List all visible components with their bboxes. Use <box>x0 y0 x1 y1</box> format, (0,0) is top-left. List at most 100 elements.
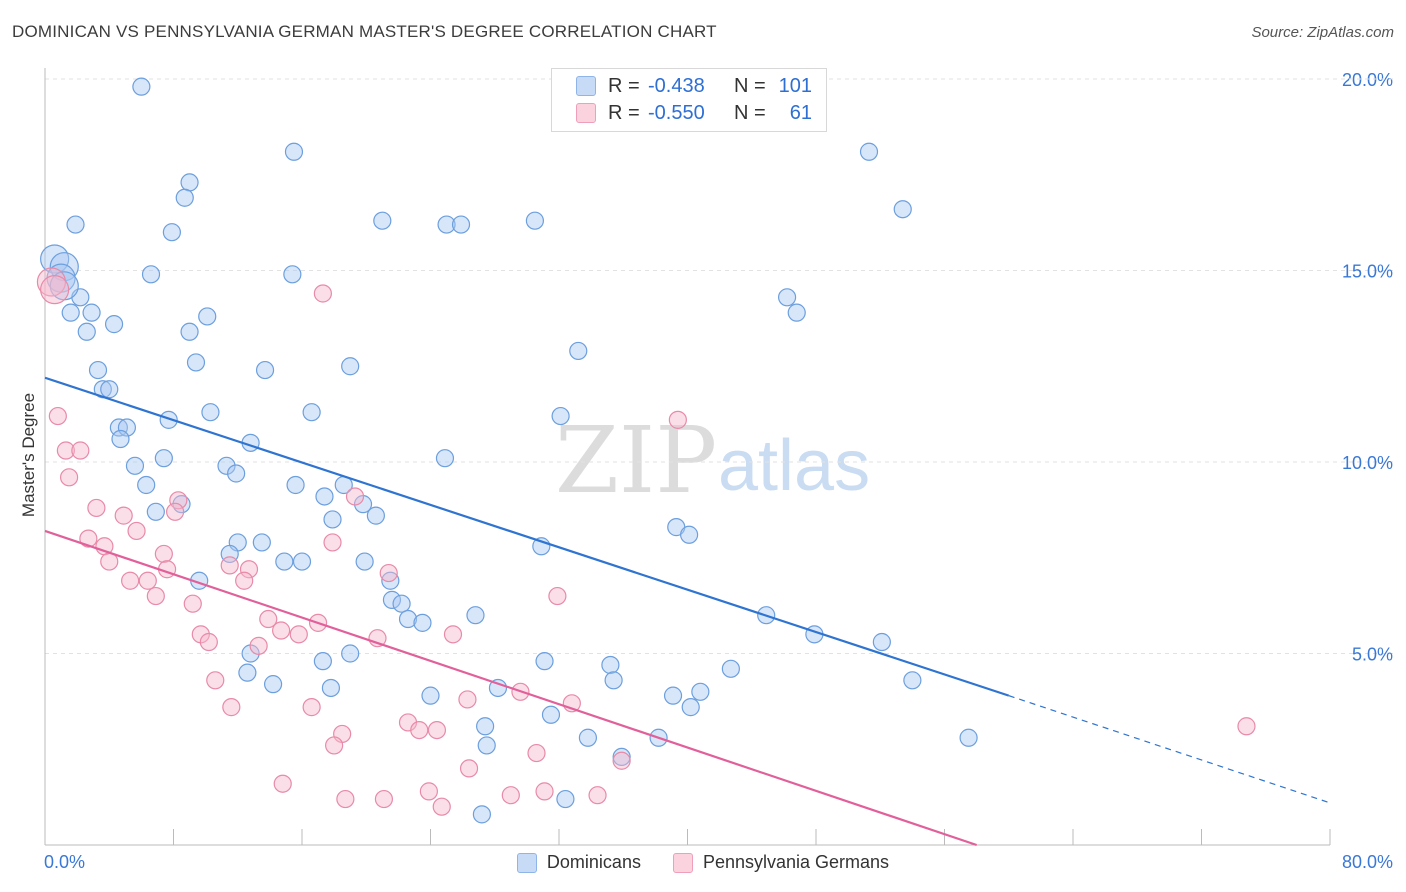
pennsylvania-german-point <box>121 571 140 590</box>
dominican-point <box>341 357 360 376</box>
dominican-point <box>154 449 173 468</box>
stats-row-pennsylvania-germans: R = -0.550 N = 61 <box>576 100 812 126</box>
dominican-point <box>472 805 491 824</box>
dominican-trendline <box>44 376 1010 697</box>
dominican-point <box>680 525 699 544</box>
y-tick-label: 15.0% <box>1342 262 1393 282</box>
pennsylvania-german-point <box>459 759 479 778</box>
dominican-point <box>180 322 199 341</box>
dominican-point <box>66 215 85 234</box>
dominican-point <box>323 510 342 529</box>
dominican-point <box>283 265 302 284</box>
chart-title: DOMINICAN VS PENNSYLVANIA GERMAN MASTER'… <box>12 22 717 41</box>
dominican-point <box>88 360 108 380</box>
dominican-point <box>238 663 257 682</box>
legend-item-dominicans[interactable]: Dominicans <box>516 852 641 873</box>
dominican-point <box>313 652 332 671</box>
pennsylvania-german-point <box>527 743 546 763</box>
dominican-point <box>227 464 246 483</box>
stats-r-label: R = <box>608 101 640 124</box>
dominican-point <box>40 244 70 274</box>
stats-r-label: R = <box>608 74 640 97</box>
watermark-atlas: atlas <box>718 426 870 506</box>
y-axis-label: Master's Degree <box>19 393 38 517</box>
pennsylvania-german-point <box>325 736 344 755</box>
stats-swatch-dominicans <box>576 76 596 96</box>
source-label: Source: ZipAtlas.com <box>1251 24 1394 41</box>
dominican-point <box>255 360 275 380</box>
dominican-point <box>315 487 334 506</box>
pennsylvania-german-point <box>501 786 520 805</box>
dominican-point <box>275 552 294 571</box>
pennsylvania-german-point <box>432 797 451 816</box>
dominican-point <box>525 211 545 230</box>
pennsylvania-german-point <box>259 609 278 629</box>
pennsylvania-german-point <box>199 632 218 652</box>
pennsylvania-german-point <box>138 571 157 590</box>
dominican-point <box>162 223 181 242</box>
series-legend: Dominicans Pennsylvania Germans <box>0 852 1406 873</box>
legend-label-pennsylvania-germans: Pennsylvania Germans <box>702 852 890 872</box>
pennsylvania-german-point <box>249 636 268 655</box>
dominican-point <box>125 456 145 475</box>
dominican-point <box>569 341 588 361</box>
dominican-point <box>488 678 508 698</box>
pennsylvania-german-point <box>56 441 75 460</box>
dominican-trendline-extension <box>1008 695 1331 804</box>
y-tick-label: 20.0% <box>1342 70 1393 90</box>
pennsylvania-german-point <box>345 487 365 506</box>
dominican-point <box>77 322 96 341</box>
pennsylvania-german-point <box>289 625 308 644</box>
dominican-point <box>263 675 283 694</box>
pennsylvania-german-point <box>1237 717 1256 736</box>
dominican-point <box>893 200 912 219</box>
pennsylvania-german-trendline <box>44 529 977 847</box>
pennsylvania-german-point <box>36 267 67 297</box>
dominican-point <box>100 380 119 399</box>
dominican-point <box>721 659 740 678</box>
dominican-point <box>104 315 124 334</box>
pennsylvania-german-point <box>336 789 355 809</box>
dominican-point <box>787 303 806 322</box>
legend-swatch-pennsylvania-germans <box>672 852 693 873</box>
pennsylvania-german-point <box>239 560 259 579</box>
dominican-point <box>302 403 321 422</box>
dominican-point <box>198 307 217 326</box>
pennsylvania-german-point <box>302 698 321 717</box>
dominican-point <box>612 747 631 767</box>
stats-n-value: 101 <box>778 74 812 97</box>
dominican-point <box>872 632 891 652</box>
dominican-point <box>146 502 165 521</box>
dominican-point <box>691 682 710 701</box>
dominican-point <box>117 418 137 437</box>
watermark-zip: ZIP <box>555 407 717 514</box>
pennsylvania-german-point <box>548 586 567 606</box>
pennsylvania-german-point <box>235 571 254 590</box>
x-tick-label: 0.0% <box>44 852 85 872</box>
dominican-point <box>466 606 485 625</box>
pennsylvania-german-point <box>183 594 202 613</box>
pennsylvania-german-point <box>169 491 188 510</box>
dominican-point <box>132 77 151 96</box>
pennsylvania-german-point <box>410 720 429 740</box>
pennsylvania-german-point <box>71 441 90 460</box>
stats-r-value: -0.550 <box>648 101 705 124</box>
pennsylvania-german-point <box>272 621 291 640</box>
dominican-point <box>556 789 575 809</box>
dominican-point <box>437 215 456 234</box>
dominican-point <box>61 303 80 322</box>
pennsylvania-german-point <box>443 625 463 644</box>
dominican-point <box>366 506 385 525</box>
dominican-point <box>373 211 392 230</box>
pennsylvania-german-point <box>40 275 70 305</box>
dominican-point <box>137 475 156 495</box>
pennsylvania-german-point <box>87 498 106 518</box>
dominican-point <box>201 403 220 422</box>
pennsylvania-german-point <box>419 782 438 801</box>
stats-legend: R = -0.438 N = 101 R = -0.550 N = 61 <box>551 68 827 132</box>
dominican-point <box>476 717 495 736</box>
y-tick-label: 5.0% <box>1352 645 1393 665</box>
dominican-point <box>292 552 312 571</box>
dominican-point <box>286 475 305 495</box>
legend-item-pennsylvania-germans[interactable]: Pennsylvania Germans <box>672 852 890 873</box>
